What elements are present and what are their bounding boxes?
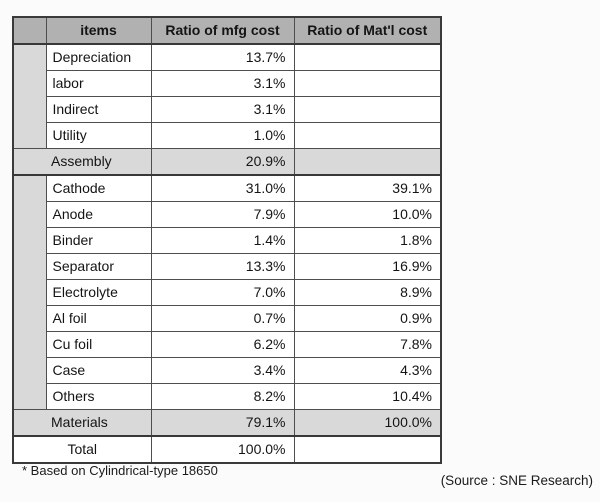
table-row: Anode 7.9% 10.0% [13,201,442,228]
matl-value-cell [293,70,442,97]
table-row: Al foil 0.7% 0.9% [13,305,442,332]
table-row: Others 8.2% 10.4% [13,383,442,410]
item-cell: Separator [45,253,152,280]
corner-cell [12,16,47,45]
mfg-value-cell: 20.9% [150,148,295,176]
table-row: Electrolyte 7.0% 8.9% [13,279,442,306]
mfg-value-cell: 13.3% [150,253,295,280]
matl-value-cell [293,43,442,71]
table-row: Depreciation 13.7% [12,43,442,149]
column-header-items: items [45,16,152,45]
mfg-value-cell: 0.7% [150,305,295,332]
item-cell: Anode [45,201,152,228]
header-row: items Ratio of mfg cost Ratio of Mat'l c… [12,16,442,45]
table-row: Cu foil 6.2% 7.8% [13,331,442,358]
matl-value-cell: 4.3% [293,357,442,384]
item-cell: Others [45,383,152,410]
matl-value-cell: 0.9% [293,305,442,332]
item-cell: Materials [12,409,152,437]
column-header-mfg-cost: Ratio of mfg cost [150,16,295,45]
item-cell: Depreciation [45,43,152,71]
total-row: Total 100.0% [12,435,442,464]
matl-value-cell: 39.1% [293,174,442,202]
matl-value-cell: 8.9% [293,279,442,306]
item-cell: labor [45,70,152,97]
matl-value-cell: 7.8% [293,331,442,358]
subtotal-row-materials: Materials 79.1% 100.0% [12,409,442,437]
table-row: Separator 13.3% 16.9% [13,253,442,280]
item-cell: Al foil [45,305,152,332]
matl-value-cell [293,148,442,176]
mfg-value-cell: 3.4% [150,357,295,384]
cost-ratio-table: items Ratio of mfg cost Ratio of Mat'l c… [12,16,442,464]
item-cell: Cathode [45,174,152,202]
mfg-value-cell: 3.1% [150,96,295,123]
matl-value-cell: 16.9% [293,253,442,280]
item-cell: Utility [45,122,152,149]
table-row: Utility 1.0% [13,122,442,149]
table-row: Binder 1.4% 1.8% [13,227,442,254]
item-cell: Cu foil [45,331,152,358]
matl-value-cell: 100.0% [293,409,442,437]
source-text: (Source : SNE Research) [440,473,593,488]
item-cell: Binder [45,227,152,254]
matl-value-cell: 1.8% [293,227,442,254]
item-cell: Indirect [45,96,152,123]
table-row: Cathode 31.0% 39.1% [12,174,442,410]
subtotal-row-assembly: Assembly 20.9% [12,148,442,176]
mfg-value-cell: 8.2% [150,383,295,410]
mfg-value-cell: 6.2% [150,331,295,358]
mfg-value-cell: 3.1% [150,70,295,97]
table-row: Case 3.4% 4.3% [13,357,442,384]
item-cell: Electrolyte [45,279,152,306]
group-indicator-cell [12,174,47,410]
column-header-matl-cost: Ratio of Mat'l cost [293,16,442,45]
item-cell: Case [45,357,152,384]
matl-value-cell: 10.4% [293,383,442,410]
footnote-text: * Based on Cylindrical-type 18650 [22,463,218,478]
mfg-value-cell: 100.0% [150,435,295,464]
mfg-value-cell: 79.1% [150,409,295,437]
matl-value-cell [293,96,442,123]
mfg-value-cell: 7.9% [150,201,295,228]
mfg-value-cell: 1.4% [150,227,295,254]
item-cell: Total [12,435,152,464]
item-cell: Assembly [12,148,152,176]
mfg-value-cell: 13.7% [150,43,295,71]
matl-value-cell: 10.0% [293,201,442,228]
table-row: Indirect 3.1% [13,96,442,123]
matl-value-cell [293,122,442,149]
mfg-value-cell: 31.0% [150,174,295,202]
table-row: labor 3.1% [13,70,442,97]
matl-value-cell [293,435,442,464]
mfg-value-cell: 7.0% [150,279,295,306]
group-indicator-cell [12,43,47,149]
mfg-value-cell: 1.0% [150,122,295,149]
